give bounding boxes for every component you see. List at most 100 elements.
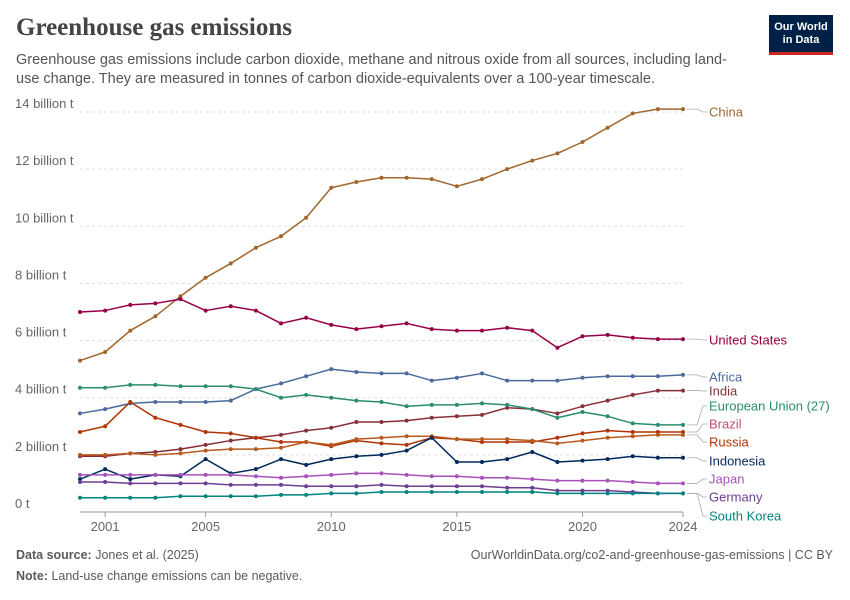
series-label-africa: Africa [709, 370, 743, 385]
data-point-south-korea [178, 494, 183, 499]
data-point-china [329, 185, 334, 190]
grid-lines [80, 111, 683, 513]
data-point-africa [153, 400, 158, 404]
x-axis: 2001 2005 2010 2015 2020 2024 [91, 512, 698, 534]
data-point-united-states [78, 310, 82, 314]
data-point-united-states [454, 328, 459, 333]
data-point-indonesia [103, 467, 108, 472]
data-point-south-korea [605, 491, 610, 496]
x-tick-label: 2024 [669, 519, 698, 534]
data-point-european-union-27 [555, 415, 560, 420]
series-label-germany: Germany [709, 490, 763, 505]
data-point-european-union-27 [128, 382, 133, 387]
data-point-africa [454, 375, 459, 380]
data-point-africa [279, 381, 283, 386]
data-point-united-states [630, 335, 635, 340]
series-label-indonesia: Indonesia [709, 454, 766, 469]
data-point-india [178, 447, 183, 452]
logo-line-2: in Data [782, 33, 820, 46]
data-point-russia [630, 434, 635, 439]
data-point-european-union-27 [454, 402, 459, 407]
data-point-brazil [153, 415, 158, 420]
data-point-india [304, 428, 309, 433]
data-point-brazil [404, 442, 409, 447]
data-point-brazil [605, 428, 610, 433]
data-point-china [153, 314, 158, 319]
data-point-germany [329, 484, 334, 489]
data-point-indonesia [279, 457, 283, 462]
data-point-japan [128, 472, 133, 477]
data-point-south-korea [530, 490, 535, 494]
data-point-russia [103, 452, 108, 457]
data-point-united-states [279, 321, 283, 326]
data-point-germany [253, 482, 258, 487]
data-point-european-union-27 [480, 401, 484, 406]
y-tick-label: 2 billion t [15, 439, 67, 454]
data-point-africa [530, 378, 535, 383]
data-point-china [480, 177, 484, 182]
data-point-european-union-27 [253, 387, 258, 392]
data-point-brazil [655, 430, 660, 434]
data-point-brazil [228, 431, 233, 436]
data-point-russia [253, 447, 258, 452]
data-point-united-states [329, 322, 334, 327]
data-point-germany [203, 481, 208, 486]
data-point-germany [128, 481, 133, 486]
data-point-germany [178, 481, 183, 486]
data-point-united-states [404, 321, 409, 326]
data-point-japan [228, 472, 233, 477]
owid-logo[interactable]: Our World in Data [769, 15, 833, 55]
data-point-united-states [379, 324, 384, 329]
note-value: Land-use change emissions can be negativ… [51, 569, 303, 583]
data-point-china [630, 111, 635, 116]
data-point-united-states [253, 308, 258, 313]
data-point-africa [605, 374, 610, 379]
data-point-south-korea [429, 490, 434, 494]
x-tick-label: 2001 [91, 519, 120, 534]
data-point-japan [580, 478, 585, 483]
data-point-russia [681, 432, 685, 437]
data-point-russia [203, 448, 208, 453]
data-point-russia [304, 440, 309, 444]
data-point-germany [605, 488, 610, 493]
data-point-south-korea [203, 494, 208, 499]
data-point-germany [530, 485, 535, 490]
data-point-africa [354, 370, 359, 374]
data-point-china [580, 140, 585, 144]
data-point-brazil [555, 435, 560, 440]
data-point-india [203, 442, 208, 447]
data-point-africa [555, 378, 560, 383]
data-point-japan [203, 472, 208, 477]
data-point-japan [655, 481, 660, 486]
y-tick-label: 10 billion t [15, 210, 74, 225]
data-point-indonesia [78, 477, 82, 482]
data-point-india [681, 388, 685, 393]
data-point-africa [505, 378, 510, 383]
data-point-india [228, 438, 233, 443]
data-point-brazil [480, 440, 484, 444]
data-point-india [480, 412, 484, 417]
series-label-india: India [709, 384, 738, 399]
data-point-european-union-27 [304, 392, 309, 397]
data-point-africa [681, 372, 685, 377]
y-tick-label: 14 billion t [15, 96, 74, 111]
site-link[interactable]: OurWorldinData.org/co2-and-greenhouse-ga… [470, 548, 833, 562]
data-point-south-korea [354, 491, 359, 496]
data-point-united-states [429, 327, 434, 332]
data-point-indonesia [605, 457, 610, 462]
series-lines [78, 107, 685, 500]
data-point-china [103, 350, 108, 354]
data-point-south-korea [128, 495, 133, 500]
data-point-indonesia [480, 460, 484, 464]
label-connector [687, 374, 707, 378]
data-point-china [681, 107, 685, 112]
data-point-africa [379, 371, 384, 376]
y-tick-label: 0 t [15, 496, 30, 511]
series-line-china [79, 108, 683, 362]
data-point-united-states [354, 327, 359, 332]
data-point-germany [555, 488, 560, 493]
label-connector [687, 457, 707, 462]
data-point-indonesia [304, 462, 309, 467]
data-point-south-korea [655, 491, 660, 496]
data-point-european-union-27 [530, 407, 535, 412]
